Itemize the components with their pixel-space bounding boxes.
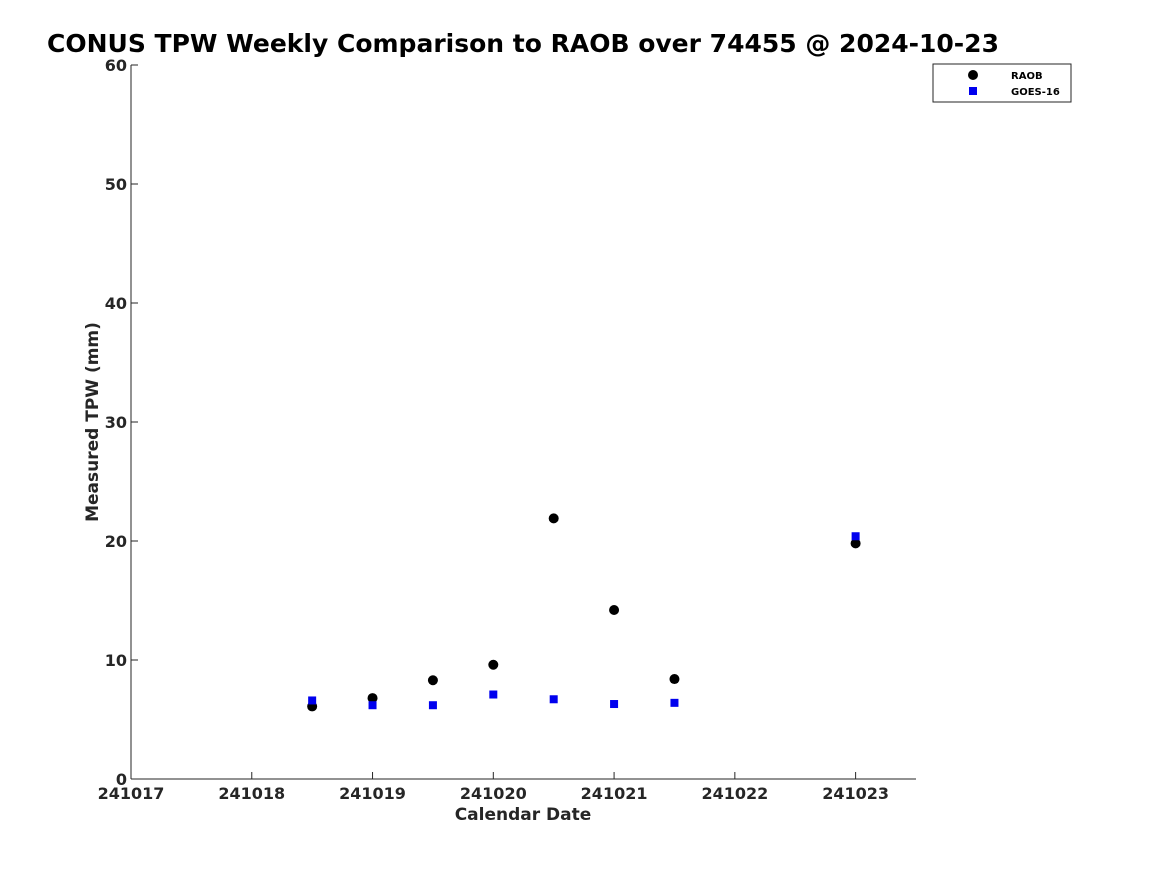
y-tick-label: 40 xyxy=(105,294,127,313)
goes-16-point xyxy=(308,696,317,705)
raob-point xyxy=(850,538,861,549)
x-tick-label: 241022 xyxy=(701,784,768,803)
goes-16-point xyxy=(368,701,377,710)
goes-16-point xyxy=(610,700,619,709)
goes-16-point xyxy=(851,532,860,541)
y-axis-label: Measured TPW (mm) xyxy=(83,322,103,522)
goes-16-point xyxy=(549,695,558,704)
legend-label-goes-16: GOES-16 xyxy=(1011,87,1060,98)
y-tick-label: 10 xyxy=(105,651,127,670)
legend: RAOB GOES-16 xyxy=(932,63,1072,103)
raob-point xyxy=(488,659,499,670)
x-axis-label: Calendar Date xyxy=(455,805,592,825)
goes-16-point xyxy=(428,701,437,710)
y-axis-ticks: 0 10 20 30 40 50 60 xyxy=(105,56,138,789)
raob-point xyxy=(548,513,559,524)
y-tick-label: 0 xyxy=(116,770,127,789)
raob-point xyxy=(367,693,378,704)
y-tick-label: 30 xyxy=(105,413,127,432)
y-tick-label: 50 xyxy=(105,175,127,194)
y-tick-label: 20 xyxy=(105,532,127,551)
data-points xyxy=(307,513,861,712)
legend-marker-raob xyxy=(968,70,978,80)
x-tick-label: 241017 xyxy=(98,784,165,803)
x-tick-label: 241019 xyxy=(339,784,406,803)
legend-marker-goes-16 xyxy=(969,87,977,95)
x-axis-ticks: 241017 241018 241019 241020 241021 241022 2410… xyxy=(98,772,889,803)
raob-point xyxy=(609,605,620,616)
raob-point xyxy=(669,674,680,685)
x-tick-label: 241020 xyxy=(460,784,527,803)
x-tick-label: 241021 xyxy=(581,784,648,803)
x-tick-label: 241023 xyxy=(822,784,889,803)
x-tick-label: 241018 xyxy=(218,784,285,803)
chart-title: CONUS TPW Weekly Comparison to RAOB over… xyxy=(47,29,999,58)
legend-box xyxy=(932,63,1072,103)
y-tick-label: 60 xyxy=(105,56,127,75)
goes-16-point xyxy=(489,690,498,699)
raob-point xyxy=(427,675,438,686)
axes xyxy=(130,65,916,780)
goes-16-point xyxy=(670,698,679,707)
legend-label-raob: RAOB xyxy=(1011,71,1043,82)
